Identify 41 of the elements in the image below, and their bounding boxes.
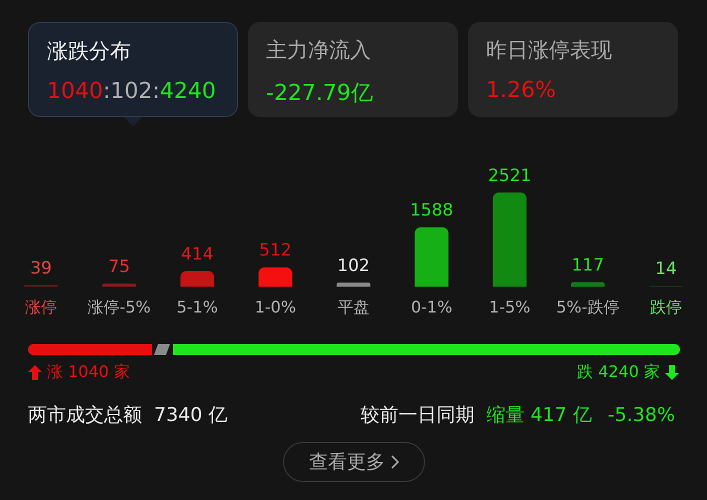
text: -5.38% xyxy=(608,404,675,426)
bar xyxy=(414,227,448,287)
x-tick-label: 平盘 xyxy=(338,298,370,317)
x-tick-label: 涨停 xyxy=(25,298,58,317)
data-label: 512 xyxy=(259,240,292,261)
text: 跌 4240 家 xyxy=(577,362,660,383)
text: :102: xyxy=(103,79,160,104)
text: 7340 亿 xyxy=(154,404,228,426)
text: 主力净流入 xyxy=(266,37,372,64)
data-label: 414 xyxy=(181,244,214,264)
data-label: 2521 xyxy=(488,166,532,186)
text: 缩量 417 亿 xyxy=(486,404,592,426)
x-tick-label: 涨停-5% xyxy=(88,298,151,317)
data-label: 1588 xyxy=(410,200,454,221)
x-tick-label: 0-1% xyxy=(410,298,452,317)
data-label: 117 xyxy=(572,255,604,276)
bar xyxy=(336,282,370,287)
data-label: 102 xyxy=(337,256,370,276)
bar xyxy=(571,282,605,287)
bar xyxy=(258,267,292,287)
x-tick-label: 1-5% xyxy=(489,298,530,317)
data-label: 14 xyxy=(655,259,677,280)
text: 涨 1040 家 xyxy=(47,362,130,383)
bar xyxy=(102,284,136,287)
x-tick-label: 5-1% xyxy=(176,298,218,317)
bar xyxy=(180,271,214,287)
x-tick-label: 跌停 xyxy=(650,298,682,317)
data-label: 75 xyxy=(108,256,130,277)
data-label: 39 xyxy=(30,258,52,278)
text: -227.79亿 xyxy=(266,80,374,108)
bar xyxy=(492,192,527,287)
text: 涨跌分布 xyxy=(47,38,132,65)
text: 查看更多 xyxy=(309,450,385,475)
x-tick-label: 5%-跌停 xyxy=(556,298,620,317)
text: 两市成交总额 xyxy=(28,404,142,426)
text: 1040 xyxy=(47,79,103,104)
text: 4240 xyxy=(160,79,216,104)
x-tick-label: 1-0% xyxy=(254,298,296,317)
text: 1.26% xyxy=(486,78,557,103)
text: 较前一日同期 xyxy=(360,404,474,426)
text: 昨日涨停表现 xyxy=(486,37,613,64)
